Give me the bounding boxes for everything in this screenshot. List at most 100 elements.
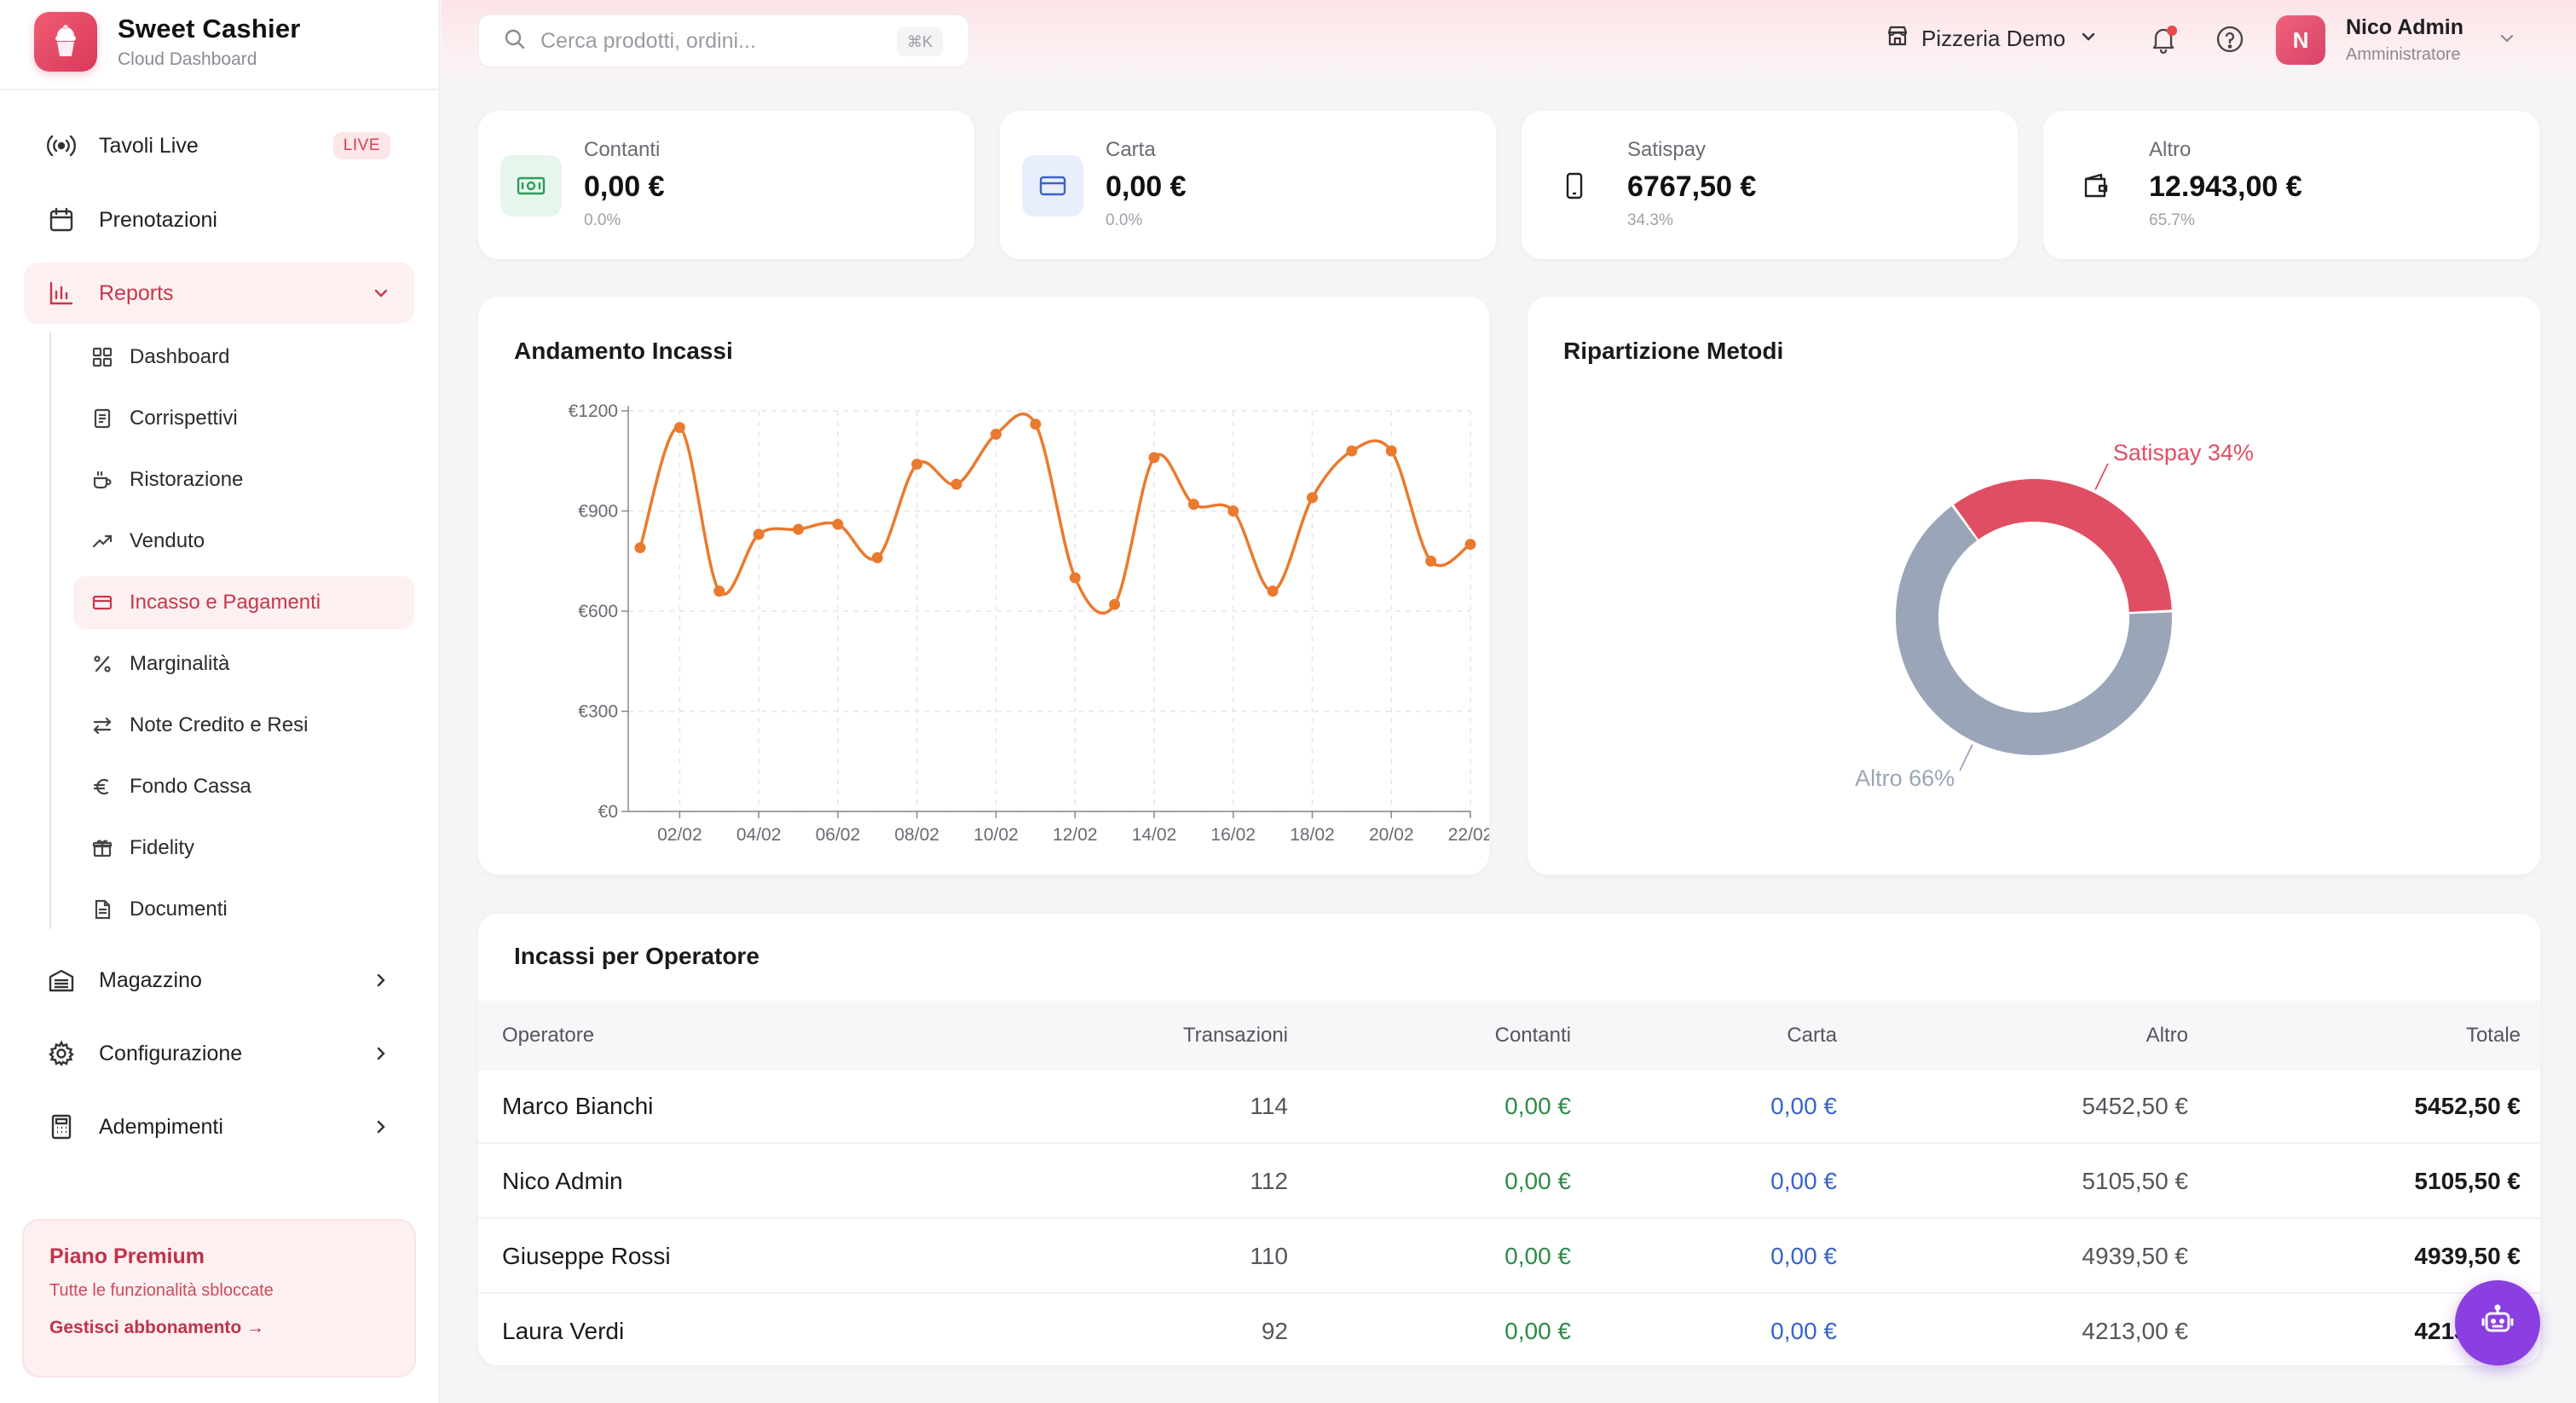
sidebar-subitem-documenti[interactable]: Documenti <box>73 883 414 936</box>
store-selector[interactable]: Pizzeria Demo <box>1886 24 2098 54</box>
store-icon <box>1886 24 1909 54</box>
x-tick-label: 02/02 <box>657 825 702 845</box>
top-bar: Cerca prodotti, ordini... ⌘K Pizzeria De… <box>442 0 2576 85</box>
sidebar-subitem-note-credito[interactable]: Note Credito e Resi <box>73 699 414 752</box>
user-name: Nico Admin <box>2346 15 2463 39</box>
sidebar-item-adempimenti[interactable]: Adempimenti <box>24 1096 414 1158</box>
cash-icon <box>500 155 562 217</box>
data-point <box>911 459 923 471</box>
table-cell: Marco Bianchi <box>502 1093 654 1119</box>
sidebar-item-label: Tavoli Live <box>99 133 199 158</box>
smartphone-icon <box>1544 155 1605 217</box>
column-header[interactable]: Carta <box>1787 1024 1837 1047</box>
y-tick-label: €600 <box>578 602 618 621</box>
notifications-button[interactable] <box>2145 22 2182 60</box>
chevron-down-icon <box>2498 29 2516 52</box>
data-point <box>1187 499 1199 511</box>
y-tick-label: €300 <box>578 702 618 722</box>
coffee-icon <box>89 466 116 494</box>
sidebar-subitem-incasso-pagamenti[interactable]: Incasso e Pagamenti <box>73 576 414 629</box>
line-chart-card: Andamento Incassi €0 €300 €600 €900 €1200 02/… <box>478 297 1489 875</box>
table-row[interactable]: Giuseppe Rossi 110 0,00 € 0,00 € 4939,50 € 49… <box>478 1221 2540 1294</box>
data-point <box>1069 572 1081 584</box>
data-point <box>1306 492 1318 504</box>
y-tick-label: €0 <box>598 802 618 822</box>
sidebar-subitem-corrispettivi[interactable]: Corrispettivi <box>73 392 414 445</box>
x-tick-label: 14/02 <box>1132 825 1177 845</box>
stat-card-carta: Carta 0,00 € 0.0% <box>1000 111 1496 259</box>
column-header[interactable]: Altro <box>2146 1024 2188 1047</box>
stat-value: 12.943,00 € <box>2149 170 2302 203</box>
table-cell: Laura Verdi <box>502 1318 625 1344</box>
sidebar-item-tavoli-live[interactable]: Tavoli Live LIVE <box>24 115 414 176</box>
sidebar-item-label: Adempimenti <box>99 1114 223 1139</box>
donut-slice <box>1896 505 2172 755</box>
sidebar-subitem-fidelity[interactable]: Fidelity <box>73 822 414 875</box>
sidebar-subitem-fondo-cassa[interactable]: Fondo Cassa <box>73 760 414 813</box>
grid-icon <box>89 344 116 371</box>
stat-card-altro: Altro 12.943,00 € 65.7% <box>2043 111 2539 259</box>
table-cell: Nico Admin <box>502 1168 623 1194</box>
sidebar-subitem-venduto[interactable]: Venduto <box>73 515 414 568</box>
help-button[interactable] <box>2211 22 2249 60</box>
sidebar-item-prenotazioni[interactable]: Prenotazioni <box>24 189 414 251</box>
x-tick-label: 06/02 <box>816 825 861 845</box>
chevron-down-icon <box>2079 26 2098 52</box>
chart-title: Andamento Incassi <box>514 338 733 364</box>
x-tick-label: 22/02 <box>1448 825 1489 845</box>
sidebar-item-magazzino[interactable]: Magazzino <box>24 950 414 1011</box>
table-row[interactable]: Nico Admin 112 0,00 € 0,00 € 5105,50 € 5105,5… <box>478 1146 2540 1219</box>
notification-dot <box>2167 26 2177 36</box>
column-header[interactable]: Totale <box>2465 1024 2521 1047</box>
table-cell: 5105,50 € <box>2082 1168 2188 1194</box>
user-menu[interactable]: N Nico Admin Amministratore <box>2276 15 2516 65</box>
data-point <box>1030 419 1042 430</box>
column-header[interactable]: Transazioni <box>1182 1024 1288 1047</box>
search-input[interactable]: Cerca prodotti, ordini... ⌘K <box>477 14 970 68</box>
sidebar-subitem-marginalita[interactable]: Marginalità <box>73 638 414 690</box>
sidebar-subitem-dashboard[interactable]: Dashboard <box>73 331 414 384</box>
submenu-line <box>49 332 51 929</box>
table-cell: 114 <box>1250 1093 1288 1119</box>
table-header: Operatore Transazioni Contanti Carta Alt… <box>478 1001 2540 1071</box>
robot-icon <box>2478 1302 2517 1345</box>
x-tick-label: 12/02 <box>1053 825 1098 845</box>
sidebar-item-label: Configurazione <box>99 1041 243 1065</box>
operator-table-card: Incassi per Operatore Operatore Transazi… <box>478 914 2540 1365</box>
sidebar-divider <box>0 89 440 90</box>
chevron-right-icon <box>372 971 390 990</box>
bar-chart-icon <box>44 276 78 310</box>
chevron-right-icon <box>372 1117 390 1136</box>
brand[interactable]: Sweet Cashier Cloud Dashboard <box>34 12 301 72</box>
premium-title: Piano Premium <box>49 1244 205 1268</box>
x-tick-label: 20/02 <box>1369 825 1414 845</box>
data-point <box>753 528 765 540</box>
table-row[interactable]: Marco Bianchi 114 0,00 € 0,00 € 5452,50 € 545… <box>478 1071 2540 1144</box>
table-title: Incassi per Operatore <box>514 943 760 969</box>
x-tick-label: 10/02 <box>973 825 1019 845</box>
calculator-icon <box>44 1110 78 1144</box>
sidebar-subitem-label: Venduto <box>130 529 205 552</box>
assistant-button[interactable] <box>2455 1280 2540 1365</box>
data-point <box>634 542 646 554</box>
table-cell: 4939,50 € <box>2082 1243 2188 1269</box>
data-point <box>1346 445 1358 457</box>
data-point <box>1109 598 1121 610</box>
column-header[interactable]: Contanti <box>1494 1024 1571 1047</box>
sidebar-item-reports[interactable]: Reports <box>24 263 414 324</box>
stat-label: Satispay <box>1627 138 1707 161</box>
manage-subscription-link[interactable]: Gestisci abbonamento → <box>49 1318 265 1337</box>
x-tick-label: 04/02 <box>736 825 782 845</box>
table-cell: 0,00 € <box>1505 1093 1571 1119</box>
sidebar-item-configurazione[interactable]: Configurazione <box>24 1023 414 1084</box>
data-point <box>990 428 1002 440</box>
stat-label: Contanti <box>584 138 661 161</box>
sidebar-item-label: Prenotazioni <box>99 207 217 232</box>
donut-chart-card: Ripartizione Metodi Satispay 34% Altro 66… <box>1528 297 2540 875</box>
column-header[interactable]: Operatore <box>502 1024 595 1047</box>
premium-subtitle: Tutte le funzionalità sbloccate <box>49 1281 274 1300</box>
sidebar-subitem-ristorazione[interactable]: Ristorazione <box>73 453 414 506</box>
search-icon <box>503 27 527 55</box>
credit-card-icon <box>1022 155 1083 217</box>
